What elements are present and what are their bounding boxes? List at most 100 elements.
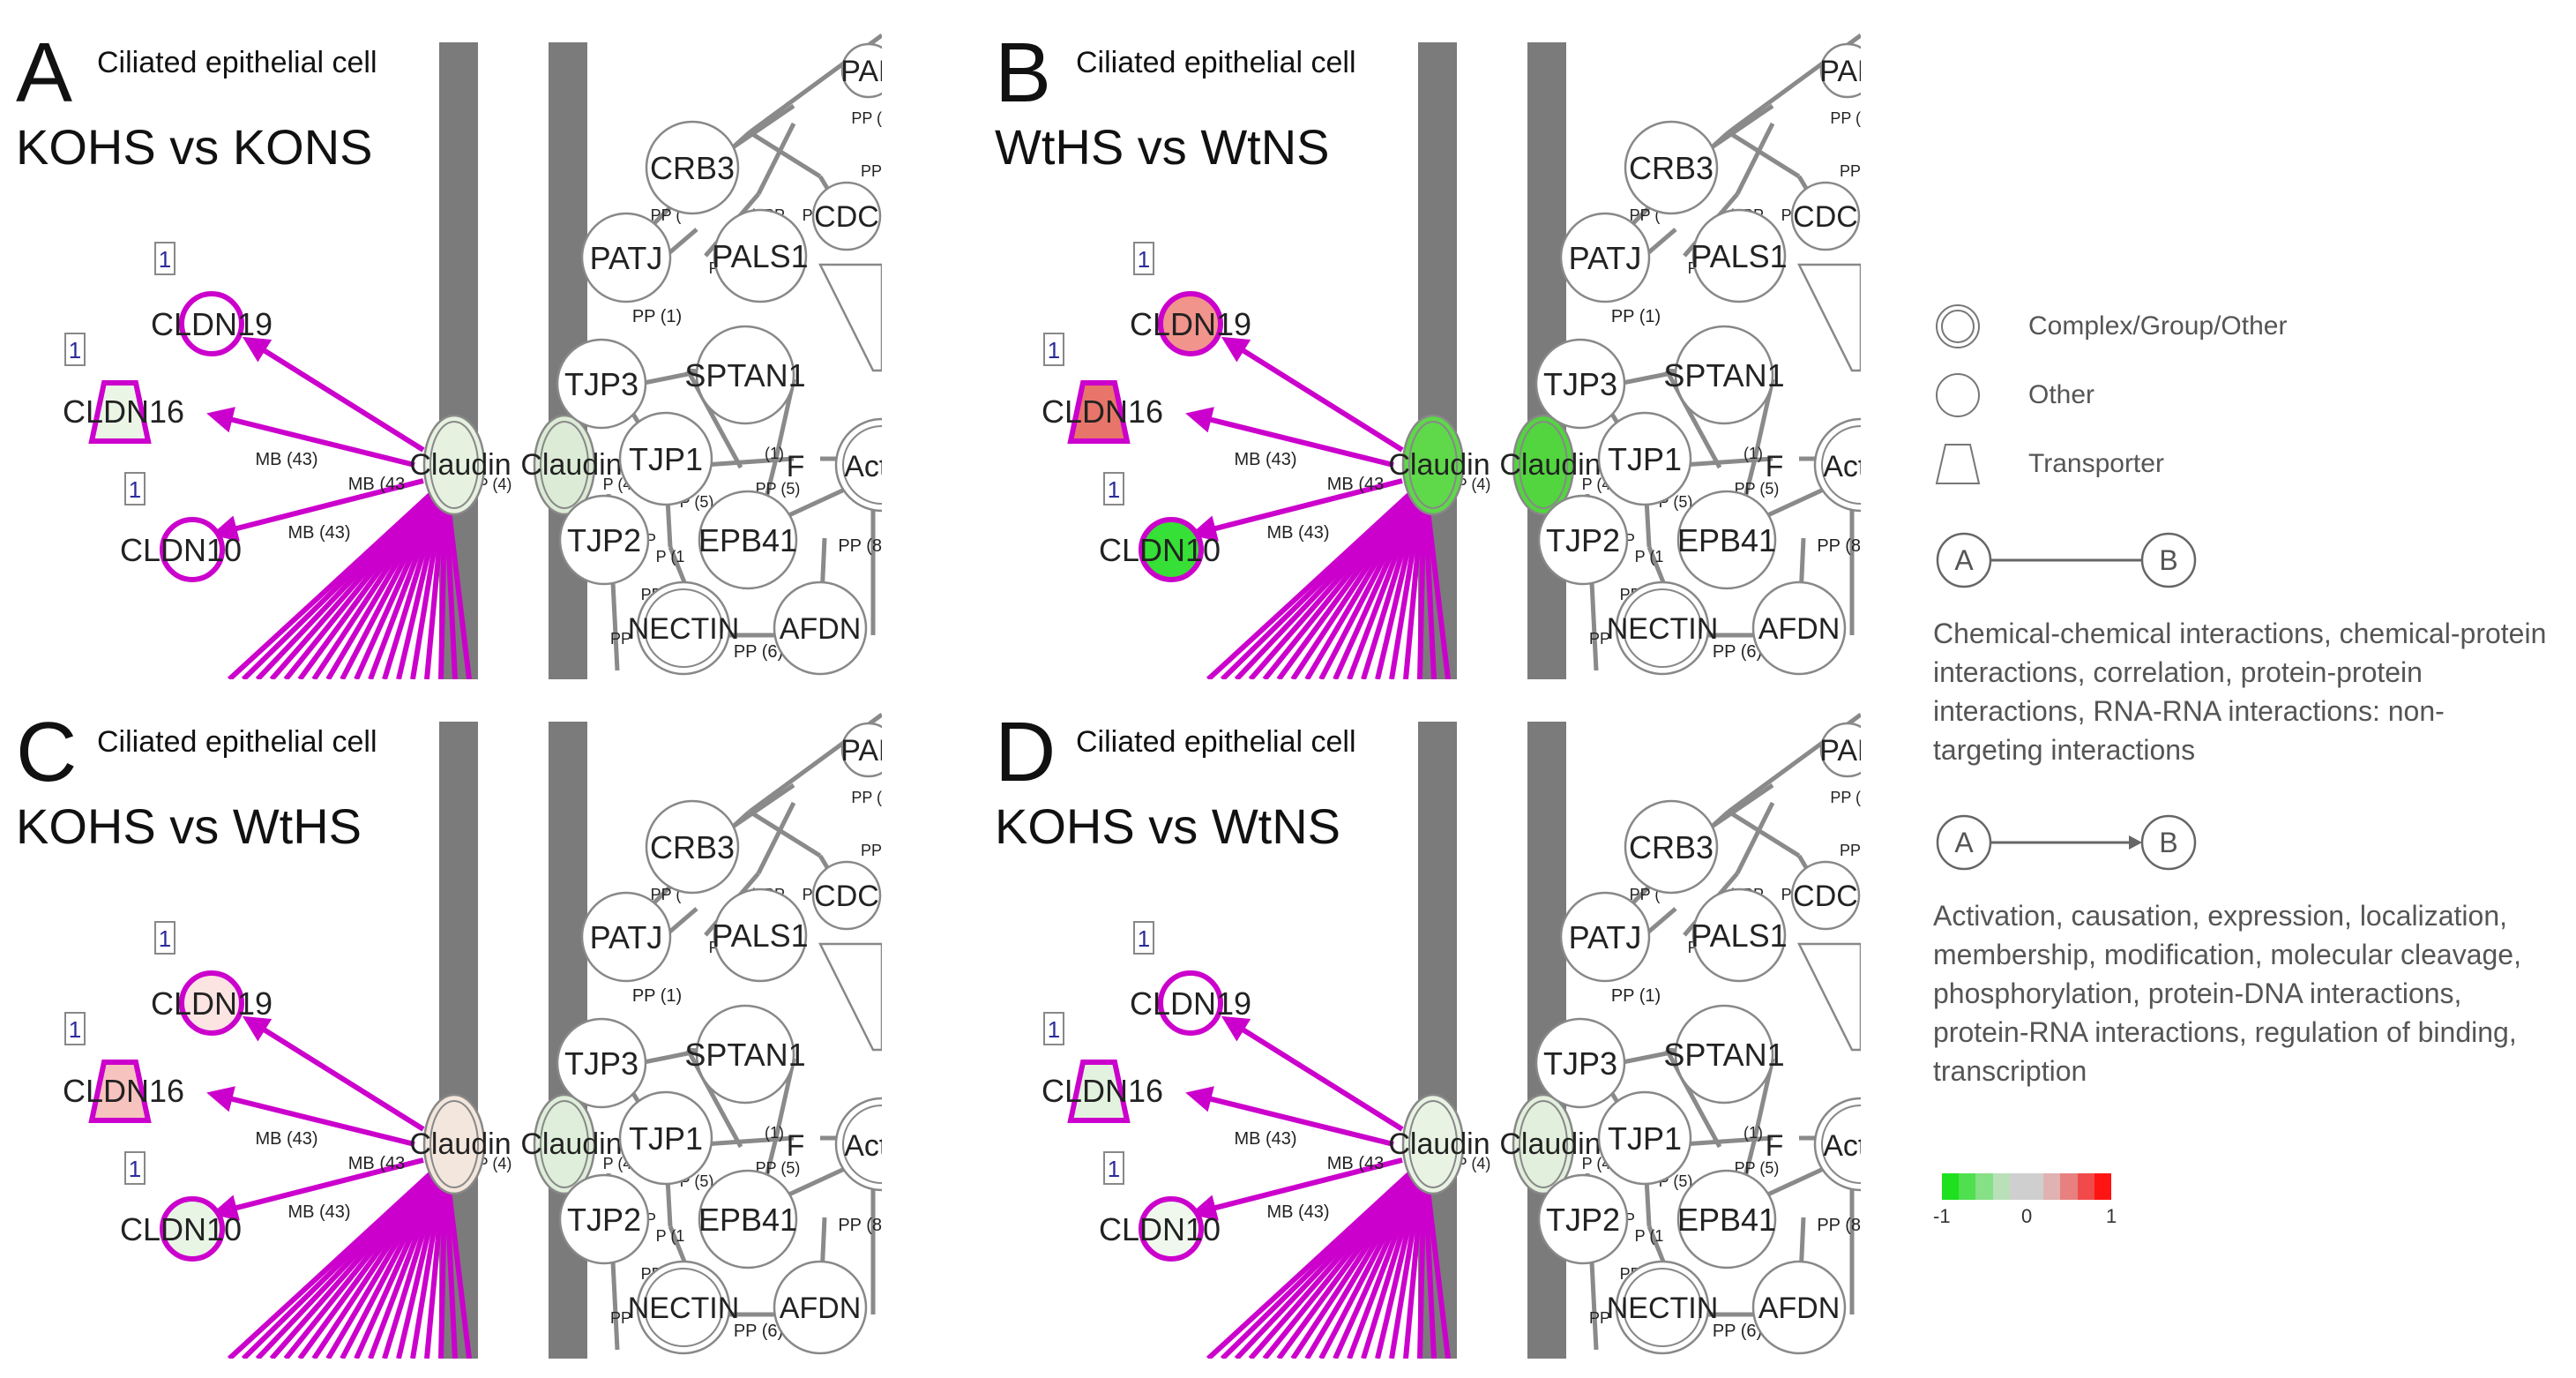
patj-label: PATJ — [590, 240, 663, 276]
patj-label: PATJ — [1569, 919, 1642, 955]
claudin-label: Claudin — [520, 448, 622, 482]
cldn16-node — [88, 380, 152, 444]
legend-transporter-label: Transporter — [2028, 449, 2164, 478]
count-badge — [1133, 242, 1154, 275]
cldn10-node — [160, 1196, 225, 1262]
edge-label: PP — [1840, 162, 1861, 180]
edge-label: PP ( — [1630, 206, 1661, 224]
transporter-node — [1796, 942, 1861, 1052]
claudin-complex-node — [533, 1093, 596, 1195]
sptan1-node — [1674, 1004, 1774, 1105]
edge-label: MB (43) — [1266, 523, 1329, 543]
edge-label: PP (6) — [734, 1322, 783, 1341]
edge-label: PP ( — [1630, 886, 1661, 903]
claudin-complex-node — [422, 414, 486, 516]
sptan1-node — [695, 325, 795, 425]
legend-node-b2: B — [2159, 827, 2177, 858]
transporter-node-icon — [1935, 444, 1981, 484]
cdc-node — [811, 181, 882, 251]
edge-label: PP ( — [651, 206, 682, 224]
cldn10-node — [1139, 1196, 1204, 1262]
count-badge-text: 1 — [1048, 1016, 1060, 1043]
afdn-node — [773, 580, 868, 676]
tjp2-label: TJP2 — [1546, 1202, 1620, 1238]
edge-label: PP (6) — [1713, 642, 1762, 662]
actin-node — [1813, 417, 1861, 513]
interaction-edge — [756, 801, 796, 875]
tjp2-label: TJP2 — [567, 522, 641, 558]
interaction-edge — [1735, 122, 1775, 196]
tjp2-node — [558, 1173, 650, 1265]
edge-label: PP ( — [651, 886, 682, 903]
edge-label: MB (43 — [348, 475, 405, 494]
afdn-label: AFDN — [780, 1292, 862, 1325]
scale-swatch-2 — [1975, 1173, 1993, 1200]
interaction-edge — [685, 369, 743, 469]
cdc-label: CDC — [1793, 880, 1858, 913]
f-label: F — [787, 450, 805, 483]
legend-node-a2: A — [1954, 827, 1974, 858]
edge-claudin-cldn16 — [1185, 407, 1394, 468]
scale-swatch-1 — [1959, 1173, 1976, 1200]
sptan1-label: SPTAN1 — [684, 357, 805, 393]
crb3-node — [1624, 799, 1719, 895]
pals1-label: PALS1 — [712, 238, 808, 274]
paf-node — [840, 722, 882, 778]
interaction-edge — [756, 122, 796, 196]
count-badge-text: 1 — [159, 246, 171, 273]
panel-letter: B — [995, 26, 1051, 120]
transporter-node — [818, 263, 882, 372]
legend-other-label: Other — [2028, 380, 2095, 409]
nectin-node — [636, 580, 731, 676]
edge-label: PP (8 — [838, 536, 882, 556]
paf-label: PAF — [840, 55, 897, 88]
nectin-label: NECTIN — [1607, 612, 1719, 646]
legend-transporter-row: Transporter — [1923, 438, 2164, 491]
edge-claudin-cldn19 — [242, 336, 425, 453]
count-badge-text: 1 — [1108, 1156, 1120, 1182]
interaction-edge — [1727, 809, 1801, 858]
cldn16-label: CLDN16 — [1042, 393, 1163, 430]
crb3-label: CRB3 — [650, 150, 735, 186]
cell-label: Ciliated epithelial cell — [97, 46, 377, 79]
cldn19-node — [179, 970, 244, 1036]
claudin-label: Claudin — [1388, 1127, 1490, 1161]
edge-label: MB (43) — [1234, 1129, 1296, 1149]
epb41-label: EPB41 — [1677, 522, 1776, 558]
cldn16-label: CLDN16 — [63, 393, 184, 430]
cdc-label: CDC — [814, 200, 879, 234]
cdc-node — [1790, 181, 1861, 251]
epb41-node — [698, 1169, 798, 1269]
sptan1-node — [695, 1004, 795, 1105]
edge-label: PP (5) — [756, 480, 801, 498]
edge-label: PP (1) — [1611, 986, 1661, 1006]
cldn16-node — [88, 1060, 152, 1123]
actin-inner — [1821, 1105, 1861, 1184]
cdc-node — [811, 860, 882, 931]
crb3-label: CRB3 — [650, 829, 735, 865]
interaction-edge — [1735, 801, 1775, 875]
claudin-label: Claudin — [1499, 1127, 1601, 1161]
legend-other-row: Other — [1923, 369, 2094, 422]
transporter-node — [1796, 263, 1861, 372]
count-badge — [154, 921, 175, 955]
cldn10-label: CLDN10 — [120, 532, 242, 568]
scale-max-label: 1 — [2106, 1205, 2117, 1227]
tjp1-label: TJP1 — [1608, 1120, 1682, 1157]
panel-letter: C — [16, 705, 77, 799]
count-badge-text: 1 — [1138, 925, 1150, 952]
claudin-complex-inner — [1408, 421, 1458, 509]
paf-label: PAF — [1819, 734, 1876, 768]
pals1-node — [1691, 208, 1787, 303]
cldn10-label: CLDN10 — [1099, 532, 1221, 568]
edge-claudin-cldn19 — [242, 1015, 425, 1132]
edge-label: P (1 — [656, 548, 685, 565]
nectin-label: NECTIN — [628, 612, 740, 646]
paf-label: PAF — [840, 734, 897, 768]
edge-label: (1) — [1743, 1124, 1763, 1142]
cldn16-label: CLDN16 — [63, 1073, 184, 1109]
tjp2-node — [1537, 494, 1629, 586]
actin-label: Actin — [844, 450, 911, 483]
interaction-edge — [1664, 369, 1722, 469]
